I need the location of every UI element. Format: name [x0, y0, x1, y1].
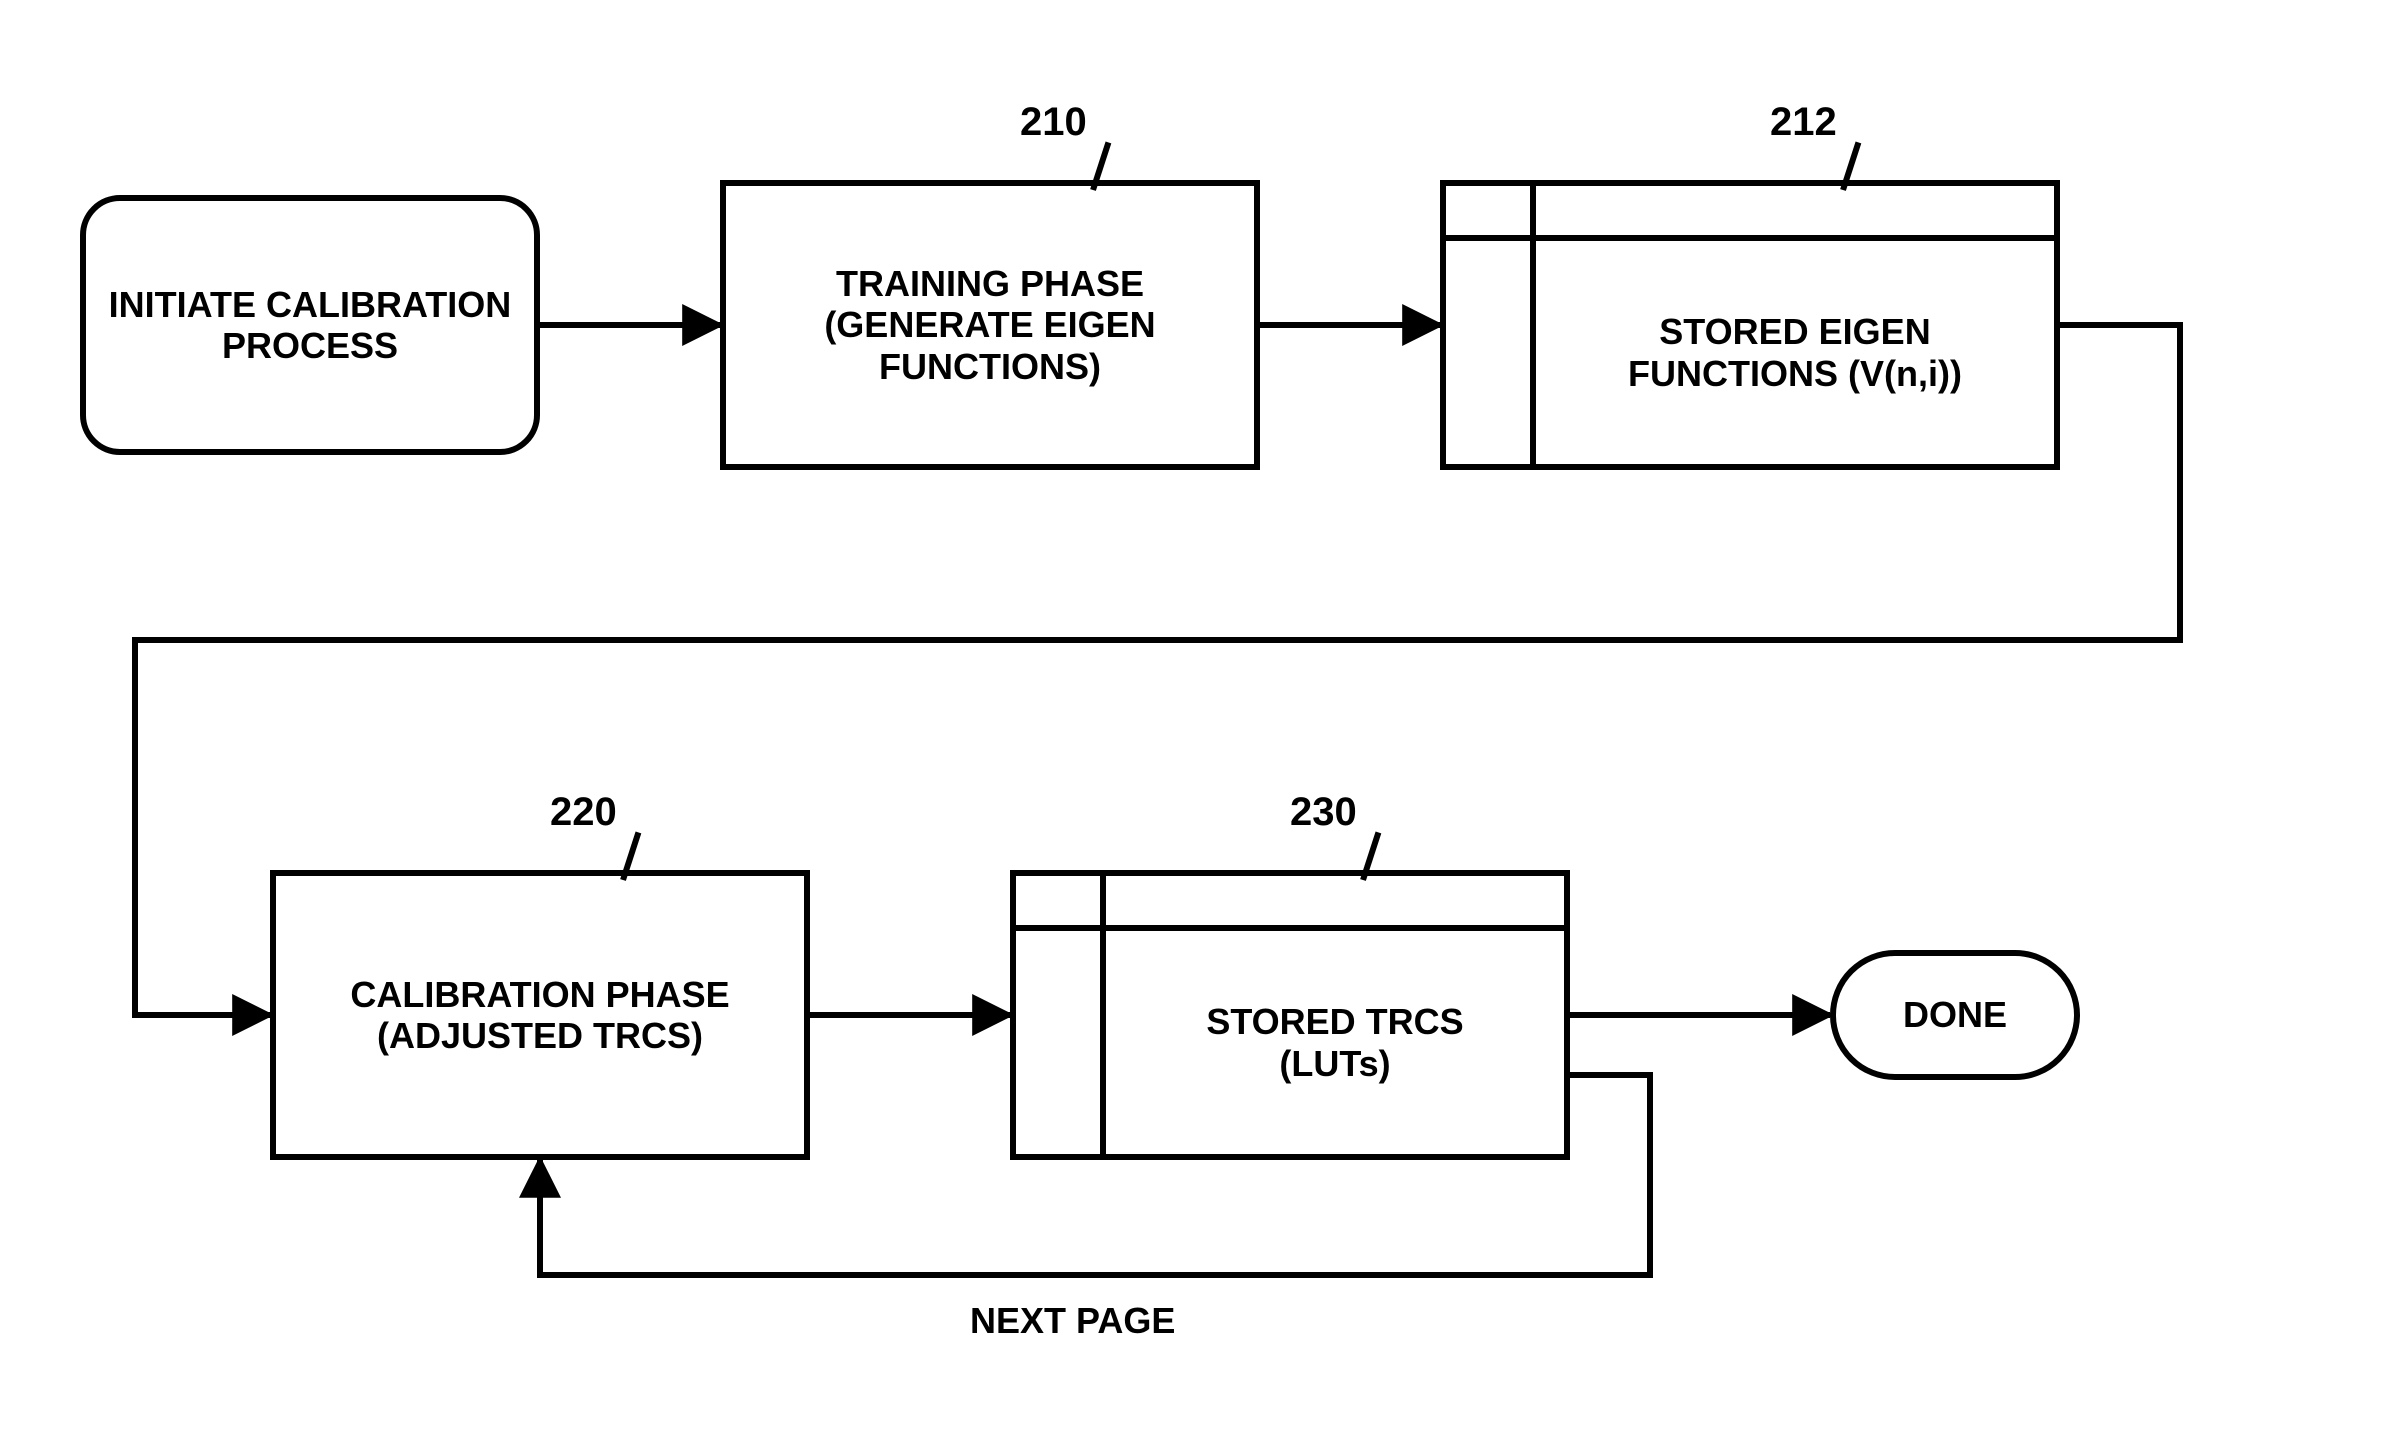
node-training: TRAINING PHASE (GENERATE EIGEN FUNCTIONS… — [720, 180, 1260, 470]
node-stored_eigen: STORED EIGEN FUNCTIONS (V(n,i)) — [1440, 180, 2060, 470]
node-label-start: INITIATE CALIBRATION PROCESS — [109, 284, 512, 367]
node-label-stored_eigen: STORED EIGEN FUNCTIONS (V(n,i)) — [1530, 235, 2060, 470]
node-label-stored_trcs: STORED TRCS (LUTs) — [1100, 925, 1570, 1160]
edge-label-e6: NEXT PAGE — [970, 1300, 1175, 1342]
node-label-calibration: CALIBRATION PHASE (ADJUSTED TRCS) — [350, 974, 729, 1057]
ref-training: 210 — [1020, 100, 1087, 145]
node-label-done: DONE — [1903, 994, 2007, 1035]
node-start: INITIATE CALIBRATION PROCESS — [80, 195, 540, 455]
ref-stored_eigen: 212 — [1770, 100, 1837, 145]
ref-calibration: 220 — [550, 790, 617, 835]
node-stored_trcs: STORED TRCS (LUTs) — [1010, 870, 1570, 1160]
node-done: DONE — [1830, 950, 2080, 1080]
node-label-training: TRAINING PHASE (GENERATE EIGEN FUNCTIONS… — [824, 263, 1155, 387]
node-calibration: CALIBRATION PHASE (ADJUSTED TRCS) — [270, 870, 810, 1160]
ref-stored_trcs: 230 — [1290, 790, 1357, 835]
flowchart-canvas: INITIATE CALIBRATION PROCESS TRAINING PHA… — [0, 0, 2404, 1432]
